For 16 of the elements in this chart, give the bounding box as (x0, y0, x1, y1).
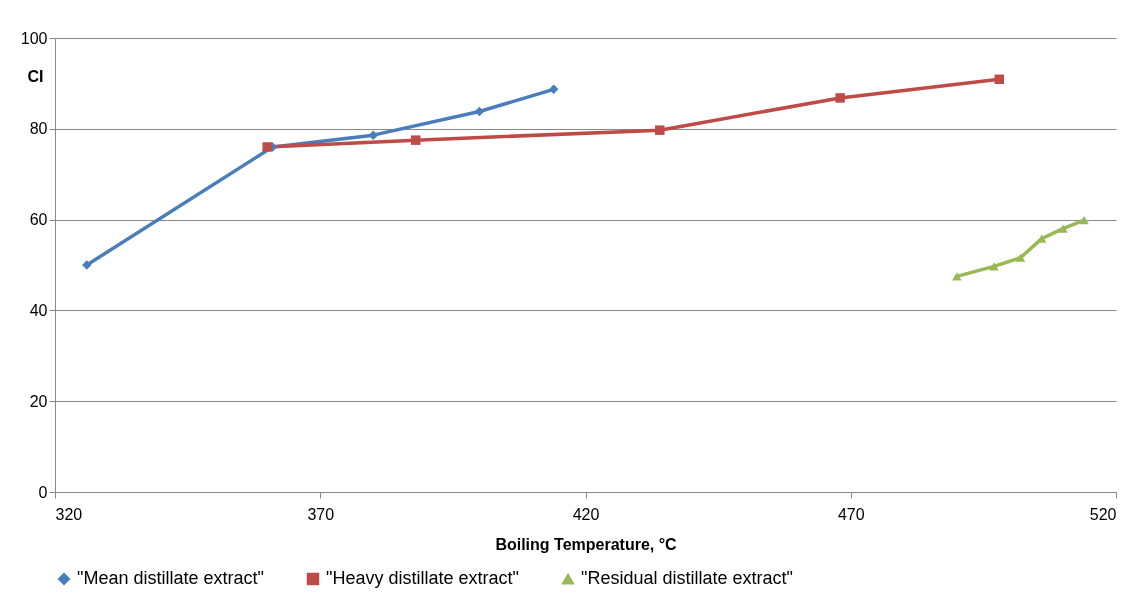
y-tick-label: 80 (29, 120, 48, 138)
y-tick-label: 100 (20, 29, 48, 47)
x-axis-title: Boiling Temperature, °C (495, 535, 678, 553)
y-tick-label: 20 (29, 392, 48, 410)
x-tick-label: 420 (572, 505, 600, 523)
y-tick-label: 60 (29, 211, 48, 229)
x-tick-label: 470 (837, 505, 865, 523)
x-tick-label: 520 (1089, 505, 1117, 523)
x-tick-label: 320 (55, 505, 83, 523)
x-tick-label: 370 (307, 505, 335, 523)
y-tick-label: 40 (29, 301, 48, 319)
legend-label: "Residual distillate extract" (581, 568, 793, 588)
legend-label: "Heavy distillate extract" (326, 568, 519, 588)
legend-label: "Mean distillate extract" (77, 568, 264, 588)
y-tick-label: 0 (38, 483, 48, 501)
y-axis-title: CI (27, 67, 44, 85)
